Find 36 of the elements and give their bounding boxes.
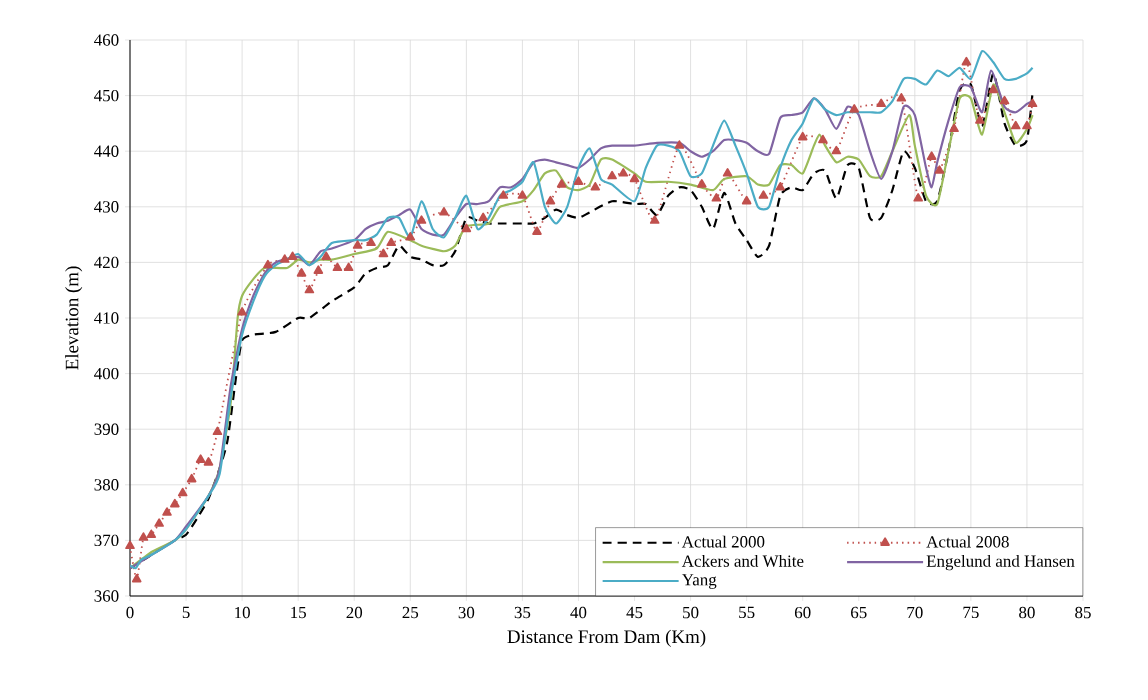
x-tick-label: 80	[1019, 606, 1035, 619]
legend-label: Actual 2000	[681, 535, 765, 548]
x-tick-label: 20	[346, 606, 363, 619]
x-tick-label: 10	[235, 606, 250, 619]
legend-label: Yang	[681, 574, 717, 589]
legend-label: Actual 2008	[926, 535, 1009, 548]
y-tick-label: 460	[94, 34, 119, 46]
x-tick-label: 5	[182, 606, 190, 619]
y-tick-label: 390	[94, 423, 119, 435]
y-tick-label: 400	[94, 367, 119, 380]
legend-label: Engelund and Hansen	[926, 554, 1075, 571]
x-tick-label: 15	[291, 606, 306, 619]
x-tick-label: 70	[907, 606, 923, 619]
y-tick-label: 430	[94, 201, 119, 213]
y-tick-label: 440	[94, 145, 119, 157]
y-tick-label: 410	[94, 312, 119, 324]
x-tick-label: 25	[402, 606, 419, 619]
x-tick-label: 50	[683, 606, 699, 619]
x-tick-label: 65	[851, 606, 867, 619]
legend-label: Ackers and White	[681, 554, 804, 567]
x-tick-label: 30	[458, 606, 475, 619]
x-tick-label: 35	[514, 606, 531, 619]
y-tick-label: 370	[94, 534, 119, 547]
y-tick-label: 360	[94, 590, 119, 602]
y-tick-label: 380	[94, 479, 119, 491]
x-tick-label: 75	[963, 606, 979, 619]
x-tick-label: 45	[626, 606, 643, 619]
x-tick-label: 60	[794, 606, 811, 619]
y-axis-title: Elevation (m)	[65, 266, 83, 370]
x-tick-label: 55	[739, 606, 755, 619]
x-tick-label: 40	[570, 606, 587, 619]
x-axis-title: Distance From Dam (Km)	[507, 629, 706, 647]
y-tick-label: 420	[94, 256, 119, 269]
x-tick-label: 0	[126, 606, 134, 619]
x-tick-label: 85	[1075, 606, 1091, 619]
y-tick-label: 450	[94, 89, 119, 102]
